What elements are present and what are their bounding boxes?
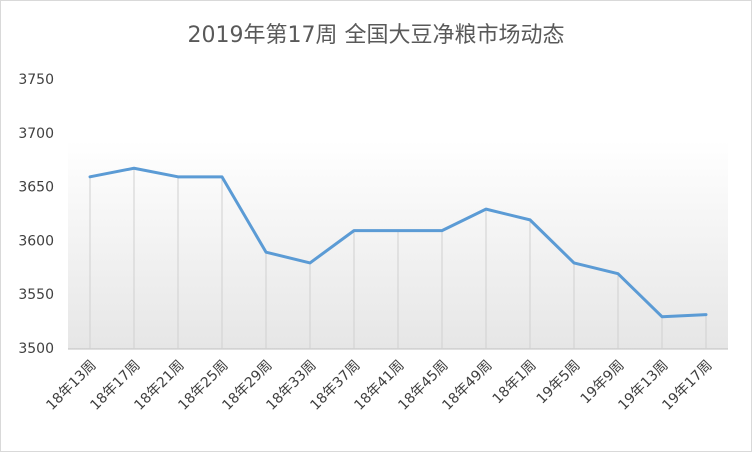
y-tick-label: 3750 [18, 72, 54, 88]
y-tick-label: 3650 [18, 180, 54, 196]
chart-title: 2019年第17周 全国大豆净粮市场动态 [188, 23, 565, 48]
y-tick-label: 3550 [18, 287, 54, 303]
data-line [88, 166, 708, 319]
y-tick-label: 3500 [18, 341, 54, 357]
y-tick-label: 3600 [18, 233, 54, 249]
y-tick-label: 3700 [18, 126, 54, 142]
